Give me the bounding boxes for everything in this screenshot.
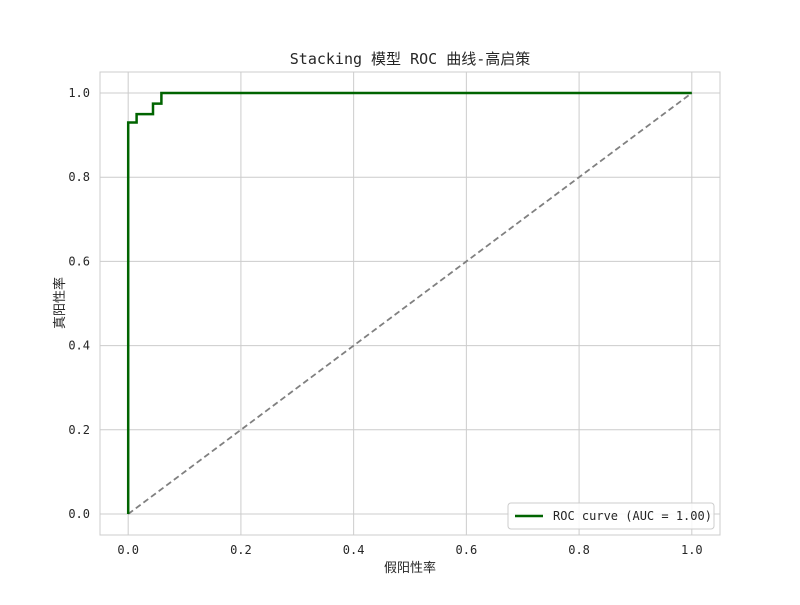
plot-frame [99,71,721,536]
x-tick-label: 1.0 [681,543,703,557]
legend-box [507,502,715,530]
y-tick-label: 0.0 [68,507,90,521]
y-tick-label: 0.2 [68,423,90,437]
x-tick-label: 0.8 [568,543,590,557]
y-tick-label: 0.4 [68,339,90,353]
y-axis-label: 真阳性率 [52,277,68,329]
legend-label: ROC curve (AUC = 1.00) [553,509,712,523]
x-tick-label: 0.4 [343,543,365,557]
y-tick-label: 0.6 [68,254,90,268]
chance-diagonal-line [127,92,693,515]
y-tick-label: 1.0 [68,86,90,100]
y-tick-label: 0.8 [68,170,90,184]
y-tick-labels: 0.0 0.2 0.4 0.6 0.8 1.0 [68,86,90,521]
legend: ROC curve (AUC = 1.00) [507,502,715,530]
x-tick-labels: 0.0 0.2 0.4 0.6 0.8 1.0 [117,543,702,557]
chart-title: Stacking 模型 ROC 曲线-高启策 [290,50,530,68]
x-axis-label: 假阳性率 [384,560,436,576]
x-tick-label: 0.0 [117,543,139,557]
roc-curve-line [126,91,692,514]
x-tick-label: 0.6 [456,543,478,557]
x-tick-label: 0.2 [230,543,252,557]
grid [100,72,720,535]
series-layer [126,91,693,515]
